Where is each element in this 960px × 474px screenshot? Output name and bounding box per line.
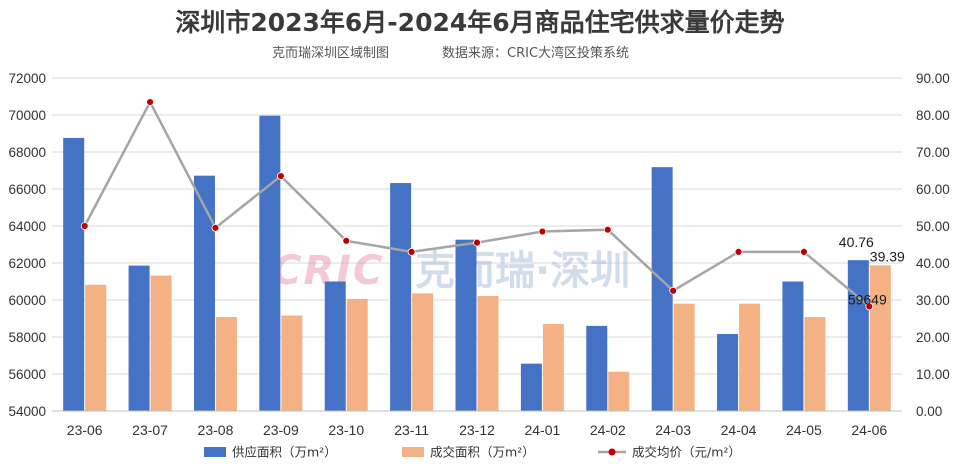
bar-deal xyxy=(542,324,564,411)
watermark-text: 克而瑞·深圳 xyxy=(415,248,630,294)
price-point xyxy=(211,223,220,232)
left-axis-tick-label: 70000 xyxy=(8,108,46,123)
right-axis-tick-label: 20.00 xyxy=(916,330,950,345)
right-axis-tick-label: 90.00 xyxy=(916,71,950,86)
bar-supply xyxy=(782,281,804,411)
price-point xyxy=(276,172,285,180)
left-axis-tick-label: 62000 xyxy=(8,256,46,271)
price-point xyxy=(669,286,678,295)
price-point xyxy=(538,227,547,236)
left-axis-tick-label: 56000 xyxy=(8,367,46,382)
bar-supply xyxy=(717,334,739,411)
price-point xyxy=(80,222,89,230)
right-axis-tick-label: 0.00 xyxy=(916,404,942,419)
legend-swatch xyxy=(402,447,424,457)
bar-deal xyxy=(346,298,368,411)
x-tick-label: 24-04 xyxy=(721,422,757,438)
right-axis-tick-label: 50.00 xyxy=(916,219,950,234)
legend-swatch-marker xyxy=(608,448,616,456)
right-axis-tick-label: 60.00 xyxy=(916,182,950,197)
bar-supply xyxy=(193,175,215,411)
bar-deal xyxy=(739,303,761,411)
legend-label: 成交面积（万m²） xyxy=(430,445,535,460)
bar-deal xyxy=(85,284,107,411)
data-label: 40.76 xyxy=(839,234,874,250)
left-axis-ticks: 54000 56000 58000 60000 62000 64000 66000 68000… xyxy=(8,71,46,419)
bar-deal xyxy=(477,295,499,411)
legend-label: 供应面积（万m²） xyxy=(232,445,337,460)
data-label: 39.39 xyxy=(870,248,905,264)
price-point xyxy=(865,302,874,311)
right-axis-tick-label: 10.00 xyxy=(916,367,950,382)
left-axis-tick-label: 66000 xyxy=(8,182,46,197)
chart-subtitle-source-left: 克而瑞深圳区域制图 xyxy=(272,46,389,61)
price-point xyxy=(734,247,743,256)
bar-supply xyxy=(324,281,346,411)
right-axis-tick-label: 30.00 xyxy=(916,293,950,308)
data-label: 59649 xyxy=(848,291,887,307)
line-series xyxy=(80,98,874,311)
gridlines xyxy=(52,77,902,412)
x-tick-label: 24-05 xyxy=(786,422,822,438)
price-point xyxy=(342,236,351,245)
x-tick-label: 23-07 xyxy=(132,422,168,438)
right-axis-tick-label: 80.00 xyxy=(916,108,950,123)
x-tick-label: 23-06 xyxy=(67,422,103,438)
bar-deal xyxy=(673,303,695,411)
bar-supply xyxy=(259,115,281,412)
bar-series xyxy=(63,115,891,412)
bar-deal xyxy=(608,371,630,411)
right-axis-tick-label: 70.00 xyxy=(916,145,950,160)
bar-deal xyxy=(215,317,237,411)
left-axis-tick-label: 64000 xyxy=(8,219,46,234)
left-axis-tick-label: 60000 xyxy=(8,293,46,308)
bar-deal xyxy=(150,275,172,411)
bar-supply xyxy=(128,265,150,411)
bar-supply xyxy=(847,260,869,411)
legend-label: 成交均价（元/m²） xyxy=(632,445,741,460)
left-axis-tick-label: 72000 xyxy=(8,71,46,86)
bar-deal xyxy=(804,317,826,411)
bar-deal xyxy=(412,293,434,411)
right-axis-tick-label: 40.00 xyxy=(916,256,950,271)
watermark: CRIC 克而瑞·深圳 xyxy=(272,248,630,294)
legend: 供应面积（万m²） 成交面积（万m²） 成交均价（元/m²） xyxy=(204,445,741,460)
price-point xyxy=(603,225,612,234)
x-tick-label: 24-02 xyxy=(590,422,626,438)
x-tick-label: 23-09 xyxy=(263,422,299,438)
bar-supply xyxy=(520,363,542,411)
right-axis-ticks: 0.00 10.00 20.00 30.00 40.00 50.00 60.00 70.00 8… xyxy=(916,71,950,419)
x-tick-label: 23-12 xyxy=(459,422,495,438)
price-point xyxy=(800,247,808,256)
x-tick-label: 23-08 xyxy=(198,422,234,438)
chart-title: 深圳市2023年6月-2024年6月商品住宅供求量价走势 xyxy=(175,8,784,37)
bar-supply xyxy=(586,325,608,411)
bar-deal xyxy=(869,265,891,411)
x-tick-label: 24-06 xyxy=(851,422,887,438)
bar-deal xyxy=(281,315,303,411)
x-tick-label: 23-10 xyxy=(328,422,364,438)
bar-supply xyxy=(390,183,412,411)
price-point xyxy=(407,247,416,256)
legend-swatch xyxy=(204,447,226,457)
x-tick-label: 23-11 xyxy=(394,422,429,438)
left-axis-tick-label: 54000 xyxy=(8,404,46,419)
bar-supply xyxy=(63,137,85,411)
x-axis: 23-06 23-07 23-08 23-09 23-10 23-11 23-12 24-01… xyxy=(52,410,902,438)
left-axis-tick-label: 68000 xyxy=(8,145,46,160)
left-axis-tick-label: 58000 xyxy=(8,330,46,345)
price-point xyxy=(473,238,481,247)
chart-subtitle-source-right: 数据来源：CRIC大湾区投策系统 xyxy=(442,45,629,61)
bar-supply xyxy=(651,167,673,411)
price-point xyxy=(146,98,154,106)
x-tick-label: 24-01 xyxy=(524,422,560,438)
bar-supply xyxy=(455,239,477,411)
x-tick-label: 24-03 xyxy=(655,422,691,438)
